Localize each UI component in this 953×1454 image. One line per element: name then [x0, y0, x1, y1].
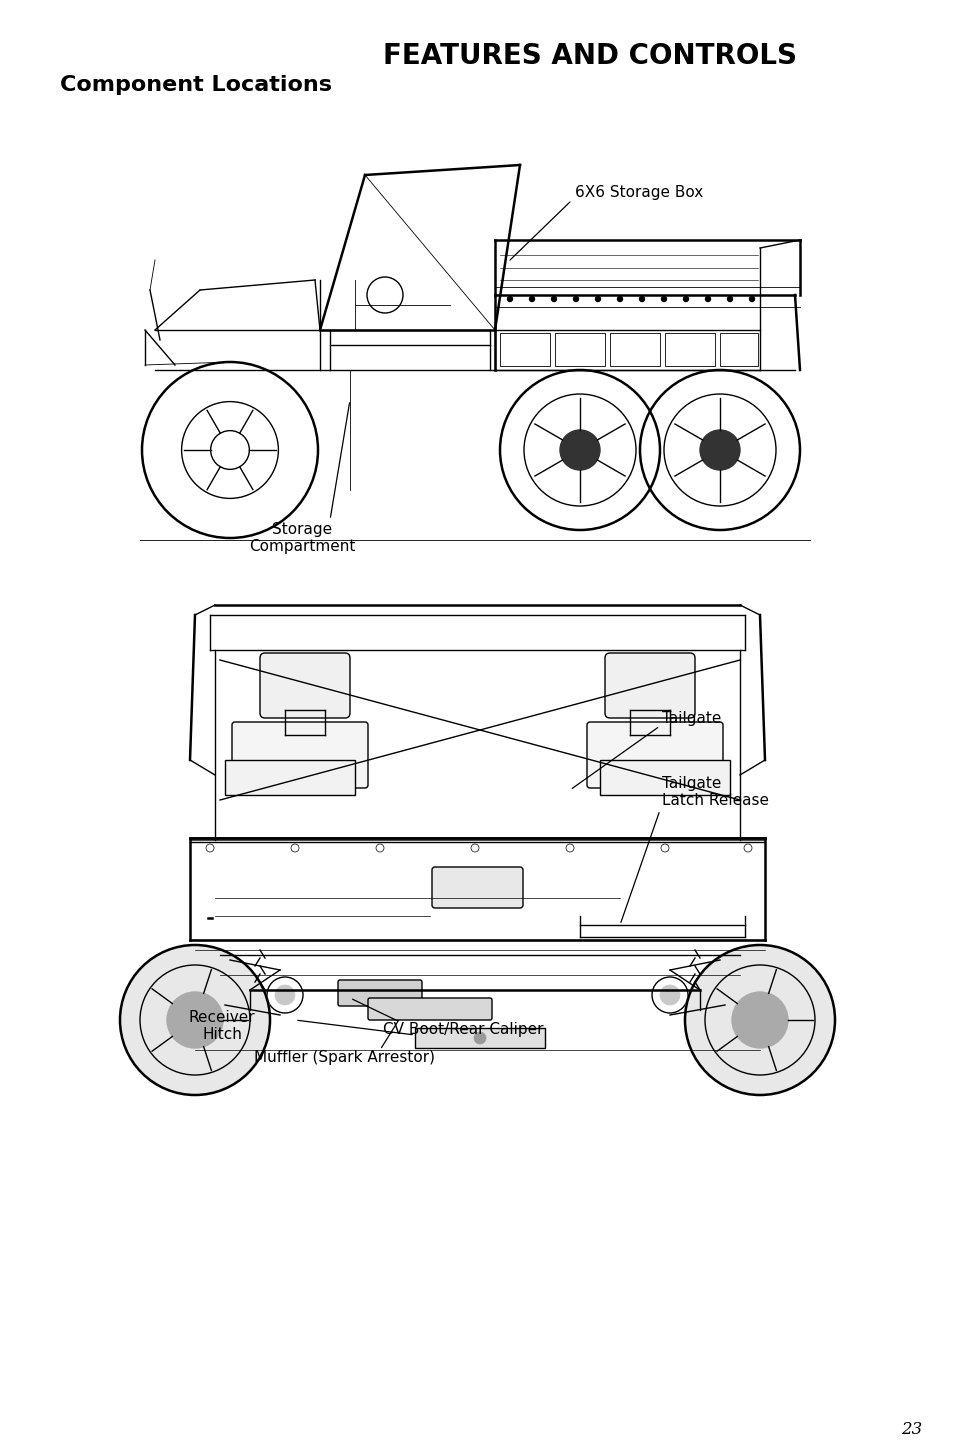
Text: CV Boot/Rear Caliper: CV Boot/Rear Caliper — [382, 1022, 543, 1037]
Circle shape — [731, 992, 787, 1048]
Bar — [664, 333, 714, 366]
Bar — [555, 333, 604, 366]
Text: Receiver
Hitch: Receiver Hitch — [189, 1011, 255, 1043]
Text: Storage
Compartment: Storage Compartment — [249, 522, 355, 554]
Text: 23: 23 — [901, 1422, 922, 1438]
FancyBboxPatch shape — [337, 980, 421, 1006]
FancyBboxPatch shape — [432, 867, 522, 907]
Circle shape — [559, 430, 599, 470]
Circle shape — [167, 992, 223, 1048]
FancyBboxPatch shape — [232, 723, 368, 788]
Circle shape — [659, 984, 679, 1005]
Bar — [720, 333, 758, 366]
FancyBboxPatch shape — [599, 760, 729, 795]
Circle shape — [274, 984, 294, 1005]
Bar — [415, 1028, 544, 1048]
Text: Tailgate
Latch Release: Tailgate Latch Release — [661, 776, 768, 808]
Circle shape — [749, 297, 754, 301]
Text: Component Locations: Component Locations — [60, 76, 332, 95]
Circle shape — [507, 297, 512, 301]
Circle shape — [727, 297, 732, 301]
FancyBboxPatch shape — [604, 653, 695, 718]
Text: Tailgate: Tailgate — [661, 711, 720, 726]
Circle shape — [639, 297, 644, 301]
FancyBboxPatch shape — [368, 997, 492, 1021]
Text: Muffler (Spark Arrestor): Muffler (Spark Arrestor) — [254, 1050, 435, 1064]
Circle shape — [617, 297, 622, 301]
Circle shape — [474, 1032, 485, 1044]
Circle shape — [705, 297, 710, 301]
Text: 6X6 Storage Box: 6X6 Storage Box — [575, 186, 702, 201]
Circle shape — [595, 297, 599, 301]
Bar — [609, 333, 659, 366]
Circle shape — [529, 297, 534, 301]
Text: FEATURES AND CONTROLS: FEATURES AND CONTROLS — [382, 42, 796, 70]
Circle shape — [682, 297, 688, 301]
Circle shape — [573, 297, 578, 301]
Circle shape — [551, 297, 556, 301]
Circle shape — [700, 430, 740, 470]
Circle shape — [660, 297, 666, 301]
Circle shape — [684, 945, 834, 1095]
Circle shape — [120, 945, 270, 1095]
FancyBboxPatch shape — [586, 723, 722, 788]
Bar — [499, 333, 550, 366]
FancyBboxPatch shape — [225, 760, 355, 795]
FancyBboxPatch shape — [260, 653, 350, 718]
